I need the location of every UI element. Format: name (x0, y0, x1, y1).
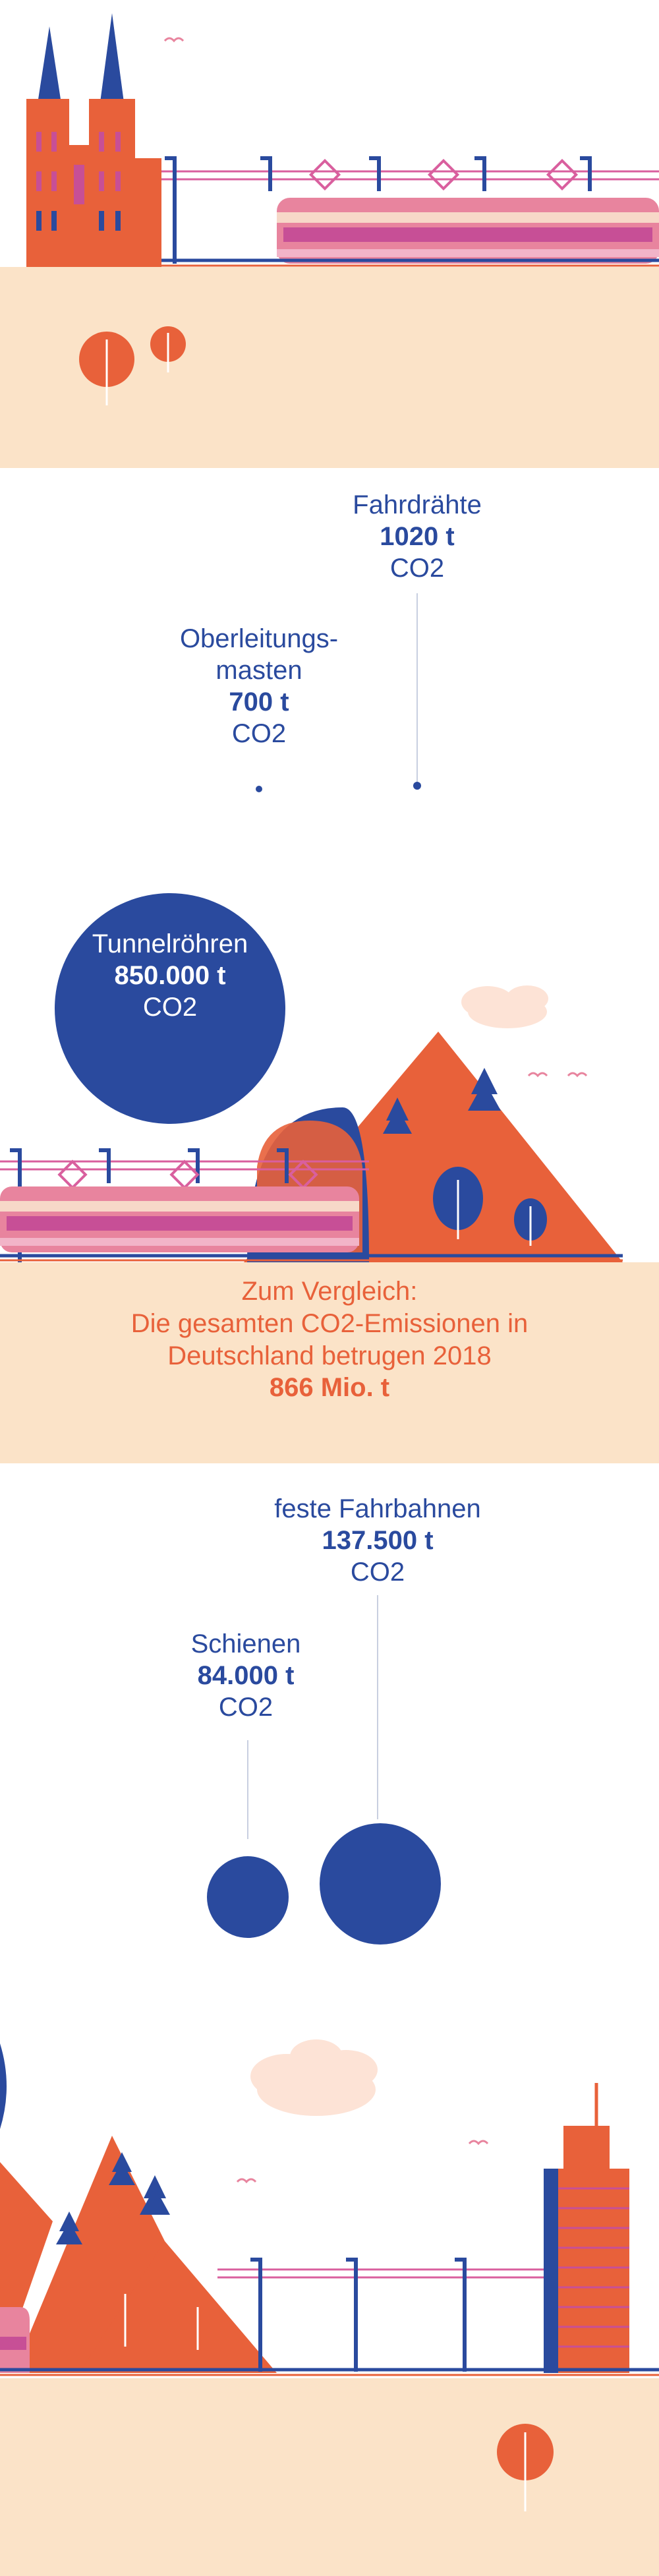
pantograph-top (308, 158, 579, 191)
bird-icon (236, 2178, 257, 2184)
track-middle (0, 1254, 623, 1262)
label-fahrdraehte: Fahrdrähte 1020 t CO2 (318, 489, 516, 584)
label-oberleitungsmasten: Oberleitungs- masten 700 t CO2 (160, 623, 358, 749)
label-tunnelroehren: Tunnelröhren 850.000 t CO2 (71, 928, 269, 1023)
catenary-top (132, 170, 659, 181)
label-name-line2: masten (215, 656, 302, 685)
bird-icon (163, 37, 185, 43)
tree-icon (497, 2424, 554, 2511)
label-value: 137.500 t (322, 1526, 434, 1555)
label-unit: CO2 (231, 719, 287, 748)
comparison-value: 866 Mio. t (269, 1373, 390, 1403)
label-value: 700 t (229, 688, 289, 717)
cathedral-icon (26, 13, 161, 267)
comparison-line3: Deutschland betrugen 2018 (167, 1341, 492, 1370)
tree-icon (433, 1167, 483, 1239)
bird-icon (527, 1072, 548, 1078)
label-name: Fahrdrähte (353, 490, 482, 519)
label-value: 1020 t (380, 522, 455, 551)
connector-dot-fahrdraehte (413, 782, 421, 790)
train-icon (0, 1186, 359, 1252)
tree-icon (514, 1198, 547, 1246)
train-icon (0, 2307, 30, 2373)
tree-icon (140, 2175, 170, 2215)
label-name: Tunnelröhren (92, 929, 248, 958)
label-unit: CO2 (142, 993, 198, 1022)
catenary-masts-bottom (250, 2258, 467, 2372)
label-name-line1: Oberleitungs- (179, 624, 339, 653)
tree-icon (56, 2211, 82, 2244)
comparison-band (0, 1262, 659, 1463)
pantograph-middle (57, 1159, 318, 1190)
train-icon (277, 198, 659, 264)
mountain-icon (0, 2136, 277, 2373)
label-feste-fahrbahnen: feste Fahrbahnen 137.500 t CO2 (259, 1493, 496, 1588)
tunnel-circle-edge (0, 2043, 7, 2129)
bird-icon (567, 1072, 588, 1078)
label-schienen: Schienen 84.000 t CO2 (147, 1628, 345, 1723)
comparison-line2: Die gesamten CO2-Emissionen in (130, 1308, 529, 1338)
tree-icon (383, 1098, 412, 1134)
label-name: Schienen (190, 1629, 301, 1658)
comparison-line1: Zum Vergleich: (241, 1277, 418, 1306)
tree-icon (109, 2152, 135, 2185)
schienen-circle (207, 1856, 289, 1938)
catenary-bottom (217, 2268, 554, 2279)
catenary-masts-top (165, 156, 592, 264)
cloud-icon (461, 985, 548, 1028)
bird-icon (468, 2140, 489, 2146)
tower-icon (544, 2083, 629, 2373)
tree-icon (468, 1068, 501, 1111)
label-unit: CO2 (218, 1693, 273, 1722)
label-name: feste Fahrbahnen (274, 1494, 481, 1523)
label-value: 850.000 t (114, 961, 226, 990)
cloud-icon (250, 2039, 378, 2116)
label-unit: CO2 (389, 554, 445, 583)
label-value: 84.000 t (197, 1661, 295, 1690)
tree-icon (150, 326, 186, 372)
comparison-text: Zum Vergleich: Die gesamten CO2-Emission… (0, 1275, 659, 1404)
feste-fahrbahnen-circle (320, 1823, 441, 1945)
label-unit: CO2 (350, 1558, 405, 1587)
sand-ground-bottom (0, 2378, 659, 2576)
track-top (132, 258, 659, 267)
tree-icon (79, 332, 134, 405)
track-bottom (0, 2368, 659, 2376)
connector-dot-masten (256, 786, 262, 792)
tunnel-circle (55, 893, 285, 1124)
